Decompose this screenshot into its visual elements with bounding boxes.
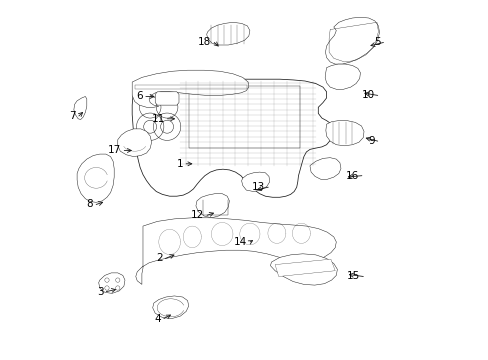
Polygon shape (155, 231, 200, 255)
Polygon shape (77, 154, 114, 202)
Polygon shape (196, 194, 229, 218)
Polygon shape (325, 17, 379, 64)
Polygon shape (222, 221, 252, 239)
Polygon shape (118, 129, 151, 157)
Polygon shape (275, 259, 335, 276)
Text: 1: 1 (176, 159, 183, 169)
Text: 12: 12 (190, 210, 204, 220)
Polygon shape (206, 22, 249, 45)
Polygon shape (309, 158, 340, 179)
Text: 14: 14 (234, 237, 247, 247)
Polygon shape (152, 296, 188, 319)
Polygon shape (99, 273, 125, 293)
Text: 7: 7 (69, 111, 76, 121)
Polygon shape (74, 96, 87, 120)
Text: 11: 11 (151, 114, 164, 124)
Text: 17: 17 (108, 145, 121, 156)
Polygon shape (136, 218, 336, 284)
Text: 16: 16 (345, 171, 358, 181)
Polygon shape (241, 172, 269, 192)
Text: 9: 9 (367, 136, 374, 146)
Text: 2: 2 (156, 253, 162, 264)
Text: 10: 10 (361, 90, 374, 100)
Polygon shape (155, 92, 179, 105)
Polygon shape (132, 79, 332, 197)
Polygon shape (325, 64, 360, 89)
Text: 5: 5 (373, 37, 380, 48)
Text: 8: 8 (86, 199, 93, 210)
Polygon shape (132, 70, 248, 107)
Text: 13: 13 (252, 182, 265, 192)
Polygon shape (270, 254, 337, 285)
Polygon shape (325, 121, 363, 146)
Text: 3: 3 (97, 287, 103, 297)
Polygon shape (134, 85, 247, 89)
Text: 18: 18 (198, 37, 211, 48)
Text: 4: 4 (154, 314, 161, 324)
Text: 15: 15 (346, 271, 360, 282)
Text: 6: 6 (136, 91, 142, 102)
Polygon shape (188, 86, 300, 148)
